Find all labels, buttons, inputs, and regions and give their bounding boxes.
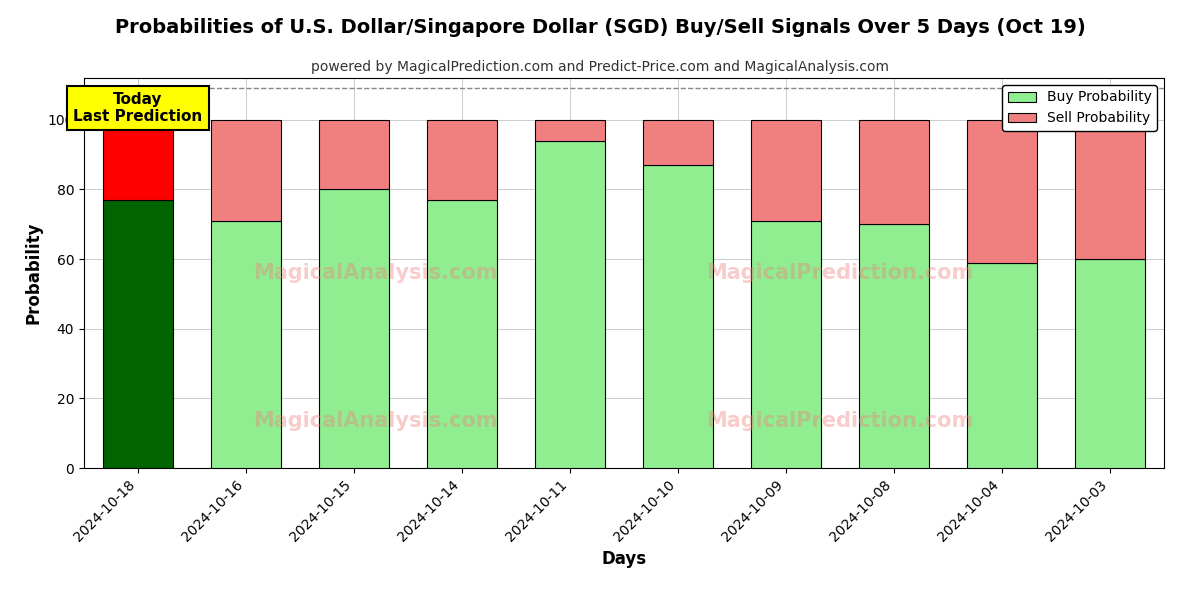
Bar [535, 140, 605, 468]
Bar [967, 120, 1037, 263]
Bar [427, 200, 497, 468]
Bar [967, 263, 1037, 468]
Bar [751, 221, 821, 468]
Bar [859, 120, 929, 224]
Bar [643, 120, 713, 165]
Bar [103, 120, 173, 200]
Text: Probabilities of U.S. Dollar/Singapore Dollar (SGD) Buy/Sell Signals Over 5 Days: Probabilities of U.S. Dollar/Singapore D… [115, 18, 1085, 37]
Bar [751, 120, 821, 221]
Text: MagicalAnalysis.com: MagicalAnalysis.com [253, 411, 498, 431]
Bar [103, 200, 173, 468]
Bar [211, 120, 281, 221]
Text: powered by MagicalPrediction.com and Predict-Price.com and MagicalAnalysis.com: powered by MagicalPrediction.com and Pre… [311, 60, 889, 74]
Bar [427, 120, 497, 200]
Bar [1075, 120, 1145, 259]
Y-axis label: Probability: Probability [24, 222, 42, 324]
X-axis label: Days: Days [601, 550, 647, 568]
Text: MagicalPrediction.com: MagicalPrediction.com [707, 411, 973, 431]
Legend: Buy Probability, Sell Probability: Buy Probability, Sell Probability [1002, 85, 1157, 131]
Text: Today
Last Prediction: Today Last Prediction [73, 92, 203, 124]
Bar [211, 221, 281, 468]
Text: MagicalAnalysis.com: MagicalAnalysis.com [253, 263, 498, 283]
Bar [319, 190, 389, 468]
Bar [859, 224, 929, 468]
Bar [1075, 259, 1145, 468]
Bar [535, 120, 605, 140]
Bar [319, 120, 389, 190]
Text: MagicalPrediction.com: MagicalPrediction.com [707, 263, 973, 283]
Bar [643, 165, 713, 468]
